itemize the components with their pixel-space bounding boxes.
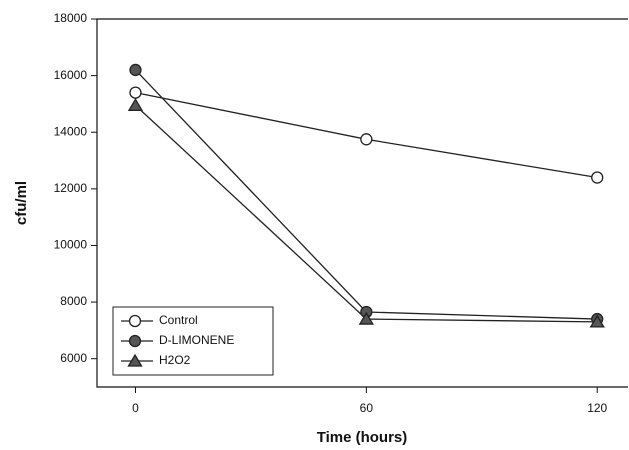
legend-label: D-LIMONENE <box>159 333 234 347</box>
marker <box>360 133 373 146</box>
y-axis-title: cfu/ml <box>13 181 30 225</box>
marker <box>358 311 374 325</box>
legend-label: H2O2 <box>159 353 191 367</box>
y-tick-label: 16000 <box>54 68 88 82</box>
marker <box>127 353 143 367</box>
marker <box>127 98 144 111</box>
marker <box>128 314 142 328</box>
marker <box>591 171 604 184</box>
marker <box>589 314 605 328</box>
y-tick-label: 18000 <box>54 11 88 25</box>
series-line <box>135 69 598 320</box>
legend-label: Control <box>159 313 198 327</box>
x-tick-label: 0 <box>132 401 139 415</box>
plot-frame <box>96 18 628 388</box>
y-tick-label: 8000 <box>60 294 87 308</box>
y-tick-label: 6000 <box>60 351 87 365</box>
x-tick-label: 60 <box>360 401 374 415</box>
legend: Control D-LIMONENE H2O2 <box>112 306 274 376</box>
x-axis-title: Time (hours) <box>317 429 408 446</box>
y-tick-label: 10000 <box>54 238 88 252</box>
y-tick-label: 12000 <box>54 181 88 195</box>
marker <box>128 334 142 348</box>
y-tick-label: 14000 <box>54 124 88 138</box>
marker <box>129 86 142 99</box>
x-tick-label: 120 <box>587 401 607 415</box>
marker <box>129 63 142 77</box>
